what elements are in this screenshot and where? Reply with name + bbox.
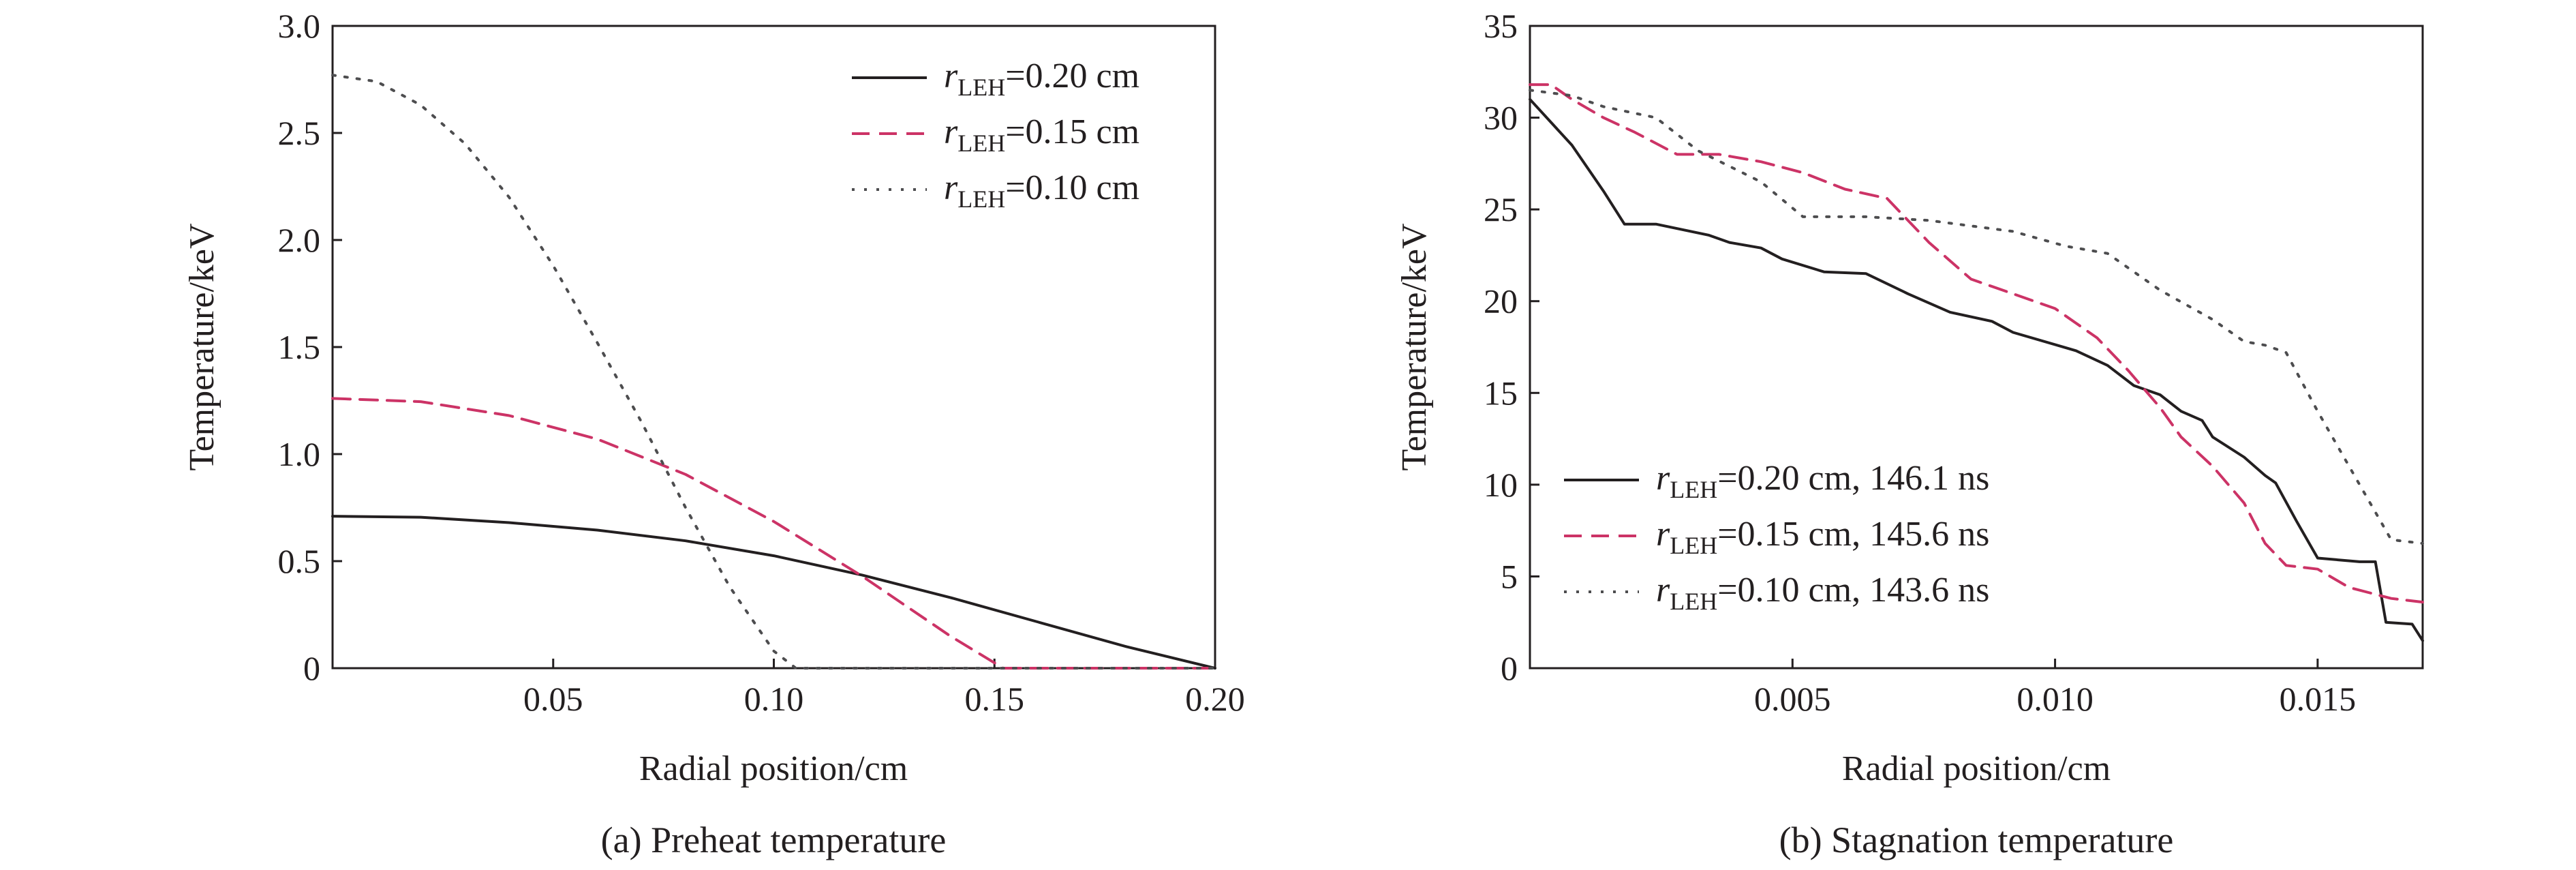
panel-b-series <box>1529 83 2424 642</box>
panel-b-ytick-label: 5 <box>1501 557 1518 595</box>
panel-b-ytick-label: 30 <box>1484 99 1518 137</box>
panel-a-xtick-label: 0.20 <box>1185 680 1245 718</box>
panel-a-xlabel: Radial position/cm <box>639 749 908 788</box>
panel-a-xtick-label: 0.15 <box>965 680 1025 718</box>
panel-a-legend: rLEH=0.20 cm rLEH=0.15 cm rLEH=0.10 cm <box>852 57 1139 213</box>
panel-a-xtick-label: 0.10 <box>744 680 804 718</box>
panel-b-ticks: 0.005 0.010 0.015 0 5 10 15 20 25 30 35 <box>1484 7 2356 718</box>
panel-b-ytick-label: 35 <box>1484 7 1518 45</box>
panel-b-ytick-label: 15 <box>1484 374 1518 412</box>
panel-a-ticks: 0.05 0.10 0.15 0.20 0 0.5 1.0 1.5 2.0 2.5 3.0 <box>278 7 1245 718</box>
panel-b-stagnation-chart: 0.005 0.010 0.015 0 5 10 15 20 25 30 35 rLEH=0.20 … <box>1395 7 2424 860</box>
panel-b-ytick-label: 25 <box>1484 190 1518 228</box>
panel-a-series-line-3 <box>331 74 1216 670</box>
panel-b-legend-label-1: rLEH=0.20 cm, 146.1 ns <box>1656 459 1989 503</box>
panel-b-ytick-label: 20 <box>1484 282 1518 320</box>
panel-a-ylabel: Temperature/keV <box>183 223 221 470</box>
panel-a-xtick-label: 0.05 <box>523 680 583 718</box>
panel-b-ylabel: Temperature/keV <box>1395 223 1434 470</box>
panel-b-xtick-label: 0.015 <box>2280 680 2357 718</box>
panel-a-series-line-1 <box>331 515 1216 670</box>
panel-a-ytick-label: 2.0 <box>278 221 321 259</box>
panel-a-ytick-label: 0 <box>303 649 320 687</box>
panel-a-series-line-2 <box>331 397 1216 670</box>
panel-a-ytick-label: 1.0 <box>278 435 321 473</box>
panel-b-series-line-1 <box>1529 97 2424 642</box>
panel-a-legend-label-2: rLEH=0.15 cm <box>944 112 1139 157</box>
panel-a-ytick-label: 0.5 <box>278 542 321 580</box>
panel-b-series-line-3 <box>1529 89 2424 545</box>
panel-b-legend: rLEH=0.20 cm, 146.1 ns rLEH=0.15 cm, 145.… <box>1564 459 1989 615</box>
panel-b-legend-label-3: rLEH=0.10 cm, 143.6 ns <box>1656 571 1989 615</box>
panel-b-plot-frame <box>1529 25 2424 670</box>
panel-a-caption: (a) Preheat temperature <box>601 820 947 860</box>
panel-a-ytick-label: 2.5 <box>278 114 321 152</box>
panel-b-series-line-2 <box>1529 83 2424 604</box>
panel-a-preheat-chart: 0.05 0.10 0.15 0.20 0 0.5 1.0 1.5 2.0 2.5 3.0 rLEH… <box>183 7 1245 860</box>
panel-b-ytick-label: 0 <box>1501 649 1518 687</box>
panel-b-caption: (b) Stagnation temperature <box>1779 820 2174 860</box>
panel-b-xlabel: Radial position/cm <box>1842 749 2111 788</box>
panel-b-xtick-label: 0.010 <box>2017 680 2094 718</box>
panel-b-legend-label-2: rLEH=0.15 cm, 145.6 ns <box>1656 515 1989 559</box>
panel-b-xtick-label: 0.005 <box>1754 680 1831 718</box>
panel-a-series <box>331 74 1216 670</box>
panel-b-ytick-label: 10 <box>1484 466 1518 504</box>
panel-a-ytick-label: 1.5 <box>278 328 321 366</box>
panel-a-legend-label-3: rLEH=0.10 cm <box>944 168 1139 213</box>
panel-a-ytick-label: 3.0 <box>278 7 321 45</box>
panel-a-legend-label-1: rLEH=0.20 cm <box>944 57 1139 101</box>
